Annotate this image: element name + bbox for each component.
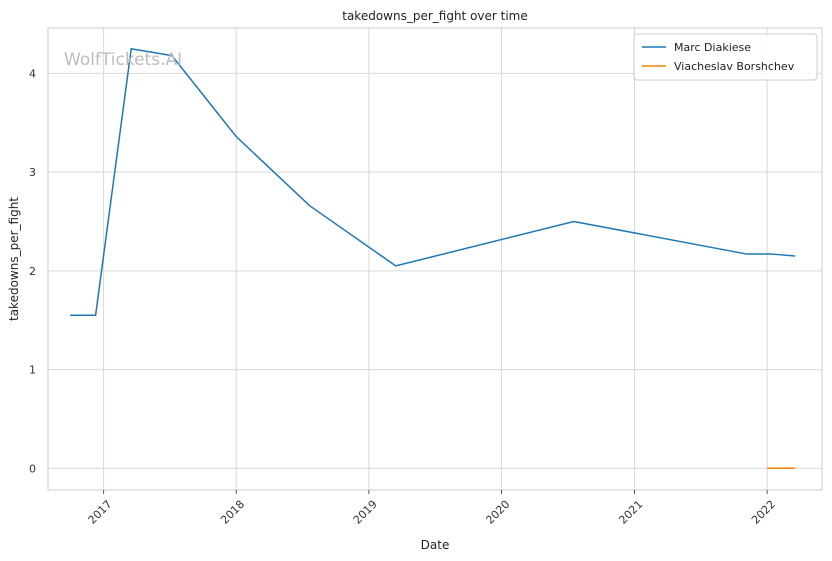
legend-label-2: Viacheslav Borshchev xyxy=(674,60,795,73)
y-tick-label: 2 xyxy=(29,265,36,278)
plot-area-frame xyxy=(47,27,823,491)
legend: Marc Diakiese Viacheslav Borshchev xyxy=(633,33,818,81)
y-tick-label: 1 xyxy=(29,364,36,377)
chart-title: takedowns_per_fight over time xyxy=(342,9,528,23)
y-tick-label: 4 xyxy=(29,67,36,80)
watermark: WolfTickets.AI xyxy=(64,50,182,70)
grid-lines xyxy=(48,28,822,490)
y-axis: 0 1 2 3 4 xyxy=(29,67,36,475)
series-line-1 xyxy=(70,47,796,317)
x-axis-title: Date xyxy=(421,538,450,552)
legend-box xyxy=(633,33,818,81)
y-tick-label: 3 xyxy=(29,166,36,179)
legend-label-1: Marc Diakiese xyxy=(674,41,751,54)
y-axis-title: takedowns_per_fight xyxy=(7,197,21,321)
series-layer xyxy=(70,47,796,470)
y-tick-label: 0 xyxy=(29,462,36,475)
